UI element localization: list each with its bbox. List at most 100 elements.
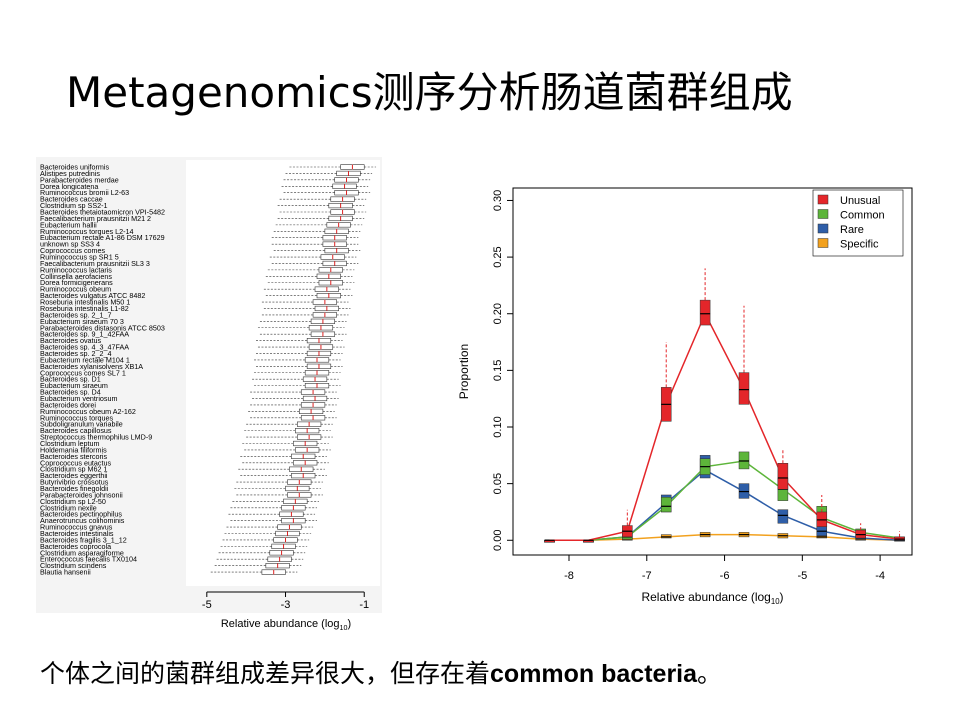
legend-swatch [817, 209, 829, 219]
species-label: Coprococcus comes SL7 1 [40, 368, 126, 377]
species-label: Parabacteroides johnsonii [40, 490, 123, 499]
box [699, 299, 711, 326]
species-label: Bacteroides caccae [40, 195, 103, 204]
species-label: Collinsella aerofaciens [40, 272, 112, 281]
species-label: Bacteroides sp. 2_1_7 [40, 310, 112, 319]
x-axis-label: Relative abundance (log10) [221, 618, 351, 632]
x-tick-label: -8 [564, 570, 574, 582]
y-tick-label: 0.25 [492, 246, 504, 267]
species-label: Anaerotruncus colihominis [40, 516, 125, 525]
footer-text: 。 [697, 659, 722, 688]
x-axis-label-sub: 10 [771, 597, 780, 606]
y-tick-label: 0.10 [492, 416, 504, 437]
species-label: Holdemania filiformis [40, 445, 107, 454]
x-axis-label-part: ) [780, 590, 784, 604]
x-axis-label-part: Relative abundance (log [221, 618, 340, 630]
box [660, 496, 672, 513]
species-label: Bacteroides vulgatus ATCC 8482 [40, 291, 145, 300]
legend-swatch [817, 238, 829, 248]
box [738, 372, 750, 405]
species-label: Eubacterium ventriosum [40, 394, 118, 403]
species-label: Bacteroides sp. 9_1_42FAA [40, 330, 129, 339]
species-label: Bacteroides pectinophilus [40, 510, 122, 519]
species-label: Bacteroides dorei [40, 400, 96, 409]
x-tick-label: -4 [875, 570, 885, 582]
species-label: Parabacteroides merdae [40, 175, 119, 184]
species-label: Bacteroides eggerthii [40, 471, 108, 480]
species-label: Clostridium sp L2-50 [40, 497, 106, 506]
right-plot-frame [512, 187, 913, 556]
species-label: Bacteroides sp. D4 [40, 388, 101, 397]
species-label: Blautia hansenii [40, 568, 91, 577]
species-label: Eubacterium rectale M104 1 [40, 355, 130, 364]
species-label: Ruminococcus torques L2-14 [40, 227, 134, 236]
legend-label: Rare [840, 224, 864, 236]
species-label: Bacteroides xylanisolvens XB1A [40, 362, 143, 371]
species-label: Bacteroides sp. 2_2_4 [40, 349, 112, 358]
y-axis-label: Proportion [457, 344, 471, 399]
x-tick-label: -6 [720, 570, 730, 582]
species-label: Eubacterium rectale A1-86 DSM 17629 [40, 233, 165, 242]
species-label: Faecalibacterium prausnitzii M21 2 [40, 214, 151, 223]
species-label: Clostridium leptum [40, 439, 100, 448]
species-label: Ruminococcus sp SR1 5 [40, 253, 119, 262]
species-label: Dorea longicatena [40, 182, 98, 191]
species-label: Bacteroides intestinalis [40, 529, 114, 538]
species-label: Clostridium scindens [40, 561, 107, 570]
series-line [549, 533, 900, 542]
x-tick-label: -5 [797, 570, 807, 582]
footer-text: common bacteria [490, 660, 698, 688]
species-label: Ruminococcus torques [40, 413, 114, 422]
species-label: Bacteroides ovatus [40, 336, 102, 345]
species-label: Eubacterium siraeum 70 3 [40, 317, 124, 326]
species-label: Streptococcus thermophilus LMD-9 [40, 433, 152, 442]
series-line [549, 460, 900, 542]
species-label: Butyrivibrio crossotus [40, 478, 109, 487]
footer: 个体之间的菌群组成差异很大，但存在着common bacteria。 [40, 659, 722, 688]
legend-swatch [817, 223, 829, 234]
species-label: Clostridium nexile [40, 503, 97, 512]
legend-label: Specific [840, 239, 879, 251]
species-label: Roseburia intestinalis M50 1 [40, 298, 130, 307]
series-line [549, 311, 900, 542]
species-label: Ruminococcus lactaris [40, 265, 112, 274]
species-label: Enterococcus faecalis TX0104 [40, 555, 137, 564]
x-tick-label: -1 [359, 599, 369, 611]
footer-text: 个体之间的菌群组成差异很大，但存在着 [40, 659, 490, 688]
species-label: Ruminococcus obeum A2-162 [40, 407, 136, 416]
species-label: Subdoligranulum variabile [40, 420, 123, 429]
species-label: Eubacterium hallii [40, 220, 97, 229]
y-tick-label: 0.30 [492, 190, 504, 211]
species-label: Bacteroides uniformis [40, 163, 110, 172]
slide-title: Metagenomics测序分析肠道菌群组成 [66, 68, 793, 117]
x-axis-label-part: ) [347, 618, 351, 630]
species-label: Ruminococcus obeum [40, 285, 111, 294]
x-tick-label: -3 [281, 599, 291, 611]
species-label: Bacteroides sp. 4_3_47FAA [40, 343, 129, 352]
species-label: Coprococcus eutactus [40, 458, 112, 467]
species-label: Bacteroides stercoris [40, 452, 108, 461]
species-label: Faecalibacterium prausnitzii SL3 3 [40, 259, 150, 268]
y-tick-label: 0.15 [492, 360, 504, 381]
x-tick-label: -5 [202, 599, 212, 611]
species-label: Bacteroides fragilis 3_1_12 [40, 535, 127, 544]
x-axis-label-sub: 10 [340, 624, 348, 632]
legend-label: Unusual [840, 195, 880, 207]
x-tick-label: -7 [642, 570, 652, 582]
species-label: Coprococcus comes [40, 246, 106, 255]
species-label: Alistipes putredinis [40, 169, 100, 178]
species-label: Bacteroides sp. D1 [40, 375, 101, 384]
x-axis-label-part: Relative abundance (log [641, 590, 770, 604]
species-label: Ruminococcus gnavus [40, 523, 113, 532]
species-label: Bacteroides finegoldii [40, 484, 109, 493]
species-label: Parabacteroides distasonis ATCC 8503 [40, 323, 165, 332]
species-label: Eubacterium siraeum [40, 381, 108, 390]
y-tick-label: 0.00 [492, 530, 504, 551]
species-label: Dorea formicigenerans [40, 278, 113, 287]
species-label: Bacteroides coprocola [40, 542, 111, 551]
species-label: Bacteroides thetaiotaomicron VPI-5482 [40, 208, 165, 217]
species-label: Ruminococcus bromii L2-63 [40, 188, 129, 197]
species-label: unknown sp SS3 4 [40, 240, 100, 249]
